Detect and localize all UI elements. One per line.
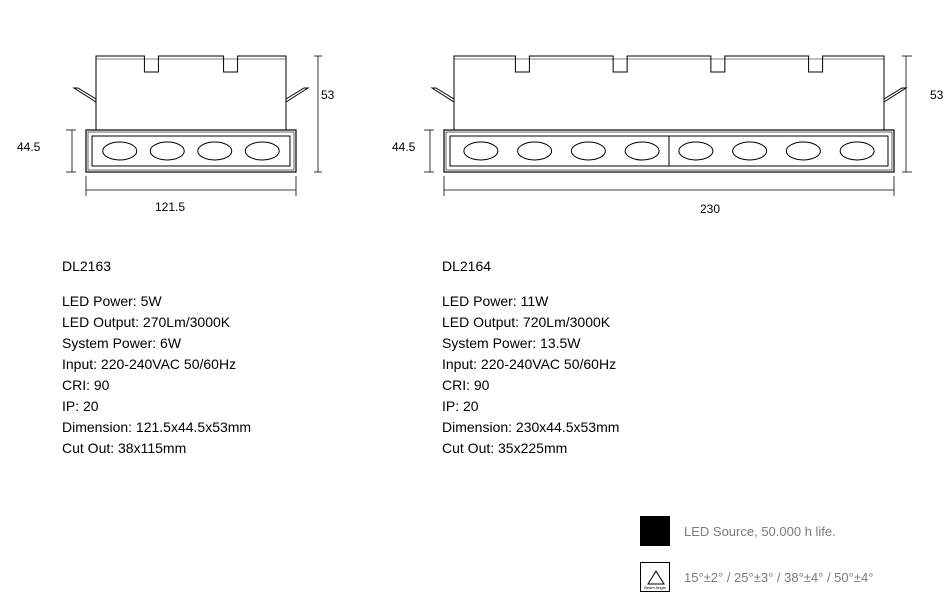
right-dim-height: 53 — [930, 88, 943, 102]
right-diagram — [420, 28, 940, 208]
left-model: DL2163 — [62, 256, 251, 277]
right-spec-line: CRI: 90 — [442, 375, 619, 396]
footer-led-source: LED Source, 50.000 h life. — [640, 516, 836, 546]
left-spec-block: DL2163 LED Power: 5WLED Output: 270Lm/30… — [62, 256, 251, 459]
beam-icon-label: Beam Angle — [641, 586, 669, 590]
right-spec-line: LED Output: 720Lm/3000K — [442, 312, 619, 333]
right-spec-block: DL2164 LED Power: 11WLED Output: 720Lm/3… — [442, 256, 619, 459]
right-dim-width: 230 — [700, 202, 720, 216]
right-spec-line: Cut Out: 35x225mm — [442, 438, 619, 459]
beam-angle-text: 15°±2° / 25°±3° / 38°±4° / 50°±4° — [684, 570, 873, 585]
beam-angle-icon: Beam Angle — [640, 562, 670, 592]
left-spec-line: LED Output: 270Lm/3000K — [62, 312, 251, 333]
right-spec-line: System Power: 13.5W — [442, 333, 619, 354]
left-spec-line: Cut Out: 38x115mm — [62, 438, 251, 459]
right-model: DL2164 — [442, 256, 619, 277]
left-spec-line: LED Power: 5W — [62, 291, 251, 312]
left-spec-line: IP: 20 — [62, 396, 251, 417]
left-diagram — [62, 28, 322, 208]
footer-beam-angle: Beam Angle 15°±2° / 25°±3° / 38°±4° / 50… — [640, 562, 873, 592]
left-spec-line: Input: 220-240VAC 50/60Hz — [62, 354, 251, 375]
right-dim-face-height: 44.5 — [392, 140, 415, 154]
right-spec-line: Dimension: 230x44.5x53mm — [442, 417, 619, 438]
left-spec-line: CRI: 90 — [62, 375, 251, 396]
right-spec-line: IP: 20 — [442, 396, 619, 417]
left-dim-height: 53 — [321, 88, 334, 102]
led-source-text: LED Source, 50.000 h life. — [684, 524, 836, 539]
left-dim-width: 121.5 — [155, 200, 185, 214]
led-source-icon — [640, 516, 670, 546]
left-spec-line: Dimension: 121.5x44.5x53mm — [62, 417, 251, 438]
left-dim-face-height: 44.5 — [17, 140, 40, 154]
left-spec-line: System Power: 6W — [62, 333, 251, 354]
right-spec-line: LED Power: 11W — [442, 291, 619, 312]
right-spec-line: Input: 220-240VAC 50/60Hz — [442, 354, 619, 375]
